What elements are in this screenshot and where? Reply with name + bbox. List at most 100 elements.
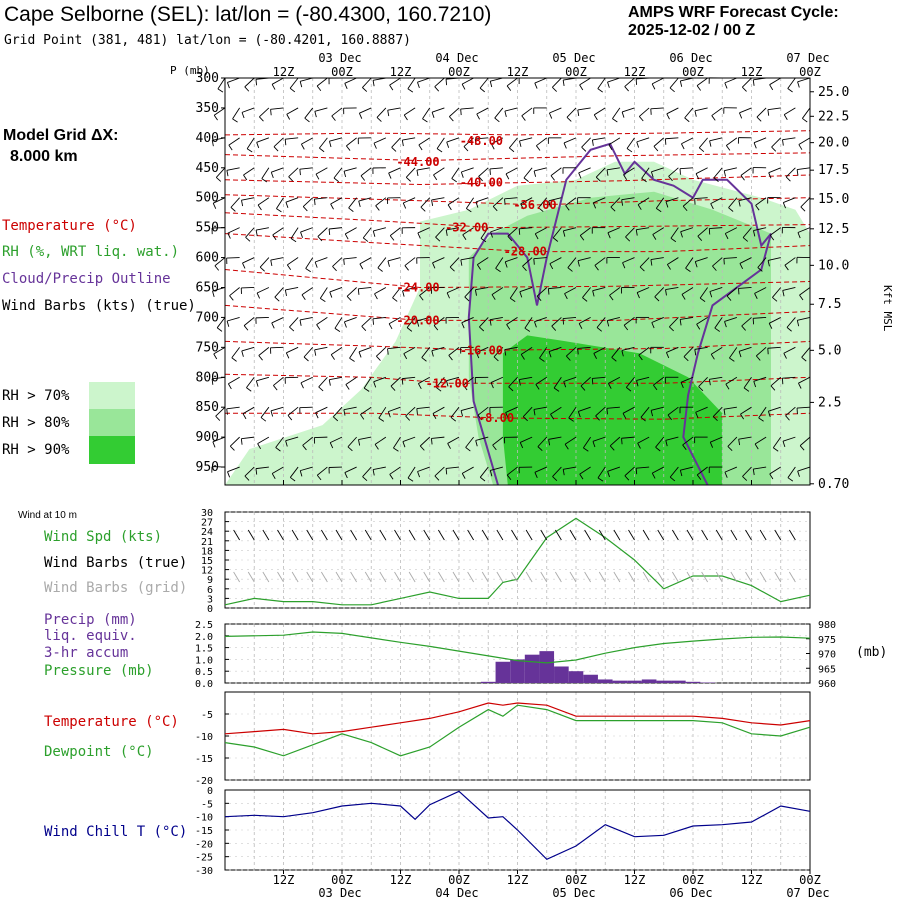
wind-barb-feather: [489, 81, 493, 88]
wind-barb: [683, 347, 694, 362]
pressure-tick-label: 400: [196, 131, 219, 146]
wind-barb-feather: [330, 354, 335, 360]
wind-barb-feather: [655, 446, 661, 452]
wind-barb: [507, 227, 518, 242]
wind-barb: [436, 137, 445, 153]
wind-barb: [752, 167, 767, 174]
wind-barb-staff: [612, 107, 621, 119]
wind-barb: [474, 137, 489, 146]
wind-barb-staff: [343, 167, 357, 172]
wind-barb-staff: [521, 107, 533, 117]
wind-barb-feather: [358, 351, 362, 358]
wind-barb-staff: [652, 466, 664, 474]
wind-barb-staff: [272, 466, 284, 474]
time-tick-bottom: 12Z: [507, 873, 529, 887]
wind-barb: [460, 107, 474, 116]
wind-barb-feather: [548, 200, 551, 207]
wind-barb-feather: [434, 475, 440, 481]
windchill-tick-label: -20: [195, 839, 213, 850]
wind-barb: [714, 317, 723, 332]
wind-barb-feather: [739, 112, 743, 119]
wind-barb-feather: [315, 412, 319, 419]
rh70-label: RH > 70%: [2, 388, 70, 404]
wind10-grid-barb: [554, 571, 562, 583]
wind-barb-feather: [256, 292, 261, 299]
time-tick-bottom: 00Z: [448, 873, 470, 887]
wind-barb-staff: [242, 406, 255, 415]
wind-barb-staff: [609, 287, 621, 296]
wind10-grid-barb: [291, 571, 299, 583]
wind-barb-staff: [709, 227, 723, 229]
wind-barb: [636, 137, 650, 148]
wind-barb-staff: [451, 167, 460, 179]
wind-barb: [579, 77, 591, 91]
wind-barb: [390, 376, 401, 391]
wind-barb: [607, 376, 621, 389]
wind-barb-staff: [520, 197, 533, 205]
wind-barb-feather: [665, 201, 669, 208]
wind-barb: [723, 257, 737, 265]
wind-barb: [698, 137, 708, 153]
wind10-barb: [394, 529, 401, 541]
wind-barb: [518, 466, 533, 474]
wind-barb: [548, 107, 562, 119]
height-tick-label: 0.70: [818, 477, 849, 492]
wind-barb: [679, 406, 693, 414]
wind-barb: [329, 287, 343, 298]
wind-barb: [591, 137, 606, 146]
wind-barb: [288, 167, 299, 182]
wind-barbs-true-label: Wind Barbs (true): [44, 555, 188, 571]
wind-barb-feather: [741, 325, 746, 331]
wind-barb: [753, 227, 767, 237]
wind-barb: [447, 436, 460, 449]
wind-barb: [318, 376, 328, 392]
wind-barb-feather: [260, 417, 267, 422]
wind-barb-staff: [302, 197, 314, 207]
height-tick-label: 10.0: [818, 258, 849, 273]
wind-barb: [489, 466, 503, 477]
pressure-tick-label: 550: [196, 221, 219, 236]
wind-barb: [550, 167, 562, 181]
wind-barb: [623, 167, 635, 180]
wind-barb-staff: [363, 377, 372, 389]
isotherm-line: [224, 304, 811, 321]
wind-barb-feather: [344, 83, 348, 89]
wind-barb-feather: [285, 440, 288, 447]
wind10-grid-barb: [262, 571, 270, 583]
wind-barb-feather: [564, 293, 568, 300]
wind-barb: [255, 376, 269, 387]
wind-barb-staff: [360, 167, 372, 177]
wind-barb-staff: [609, 436, 621, 447]
wind-barb: [635, 227, 650, 236]
wind-barb-feather: [417, 383, 422, 390]
wind-barb: [389, 466, 401, 480]
wind-barb: [508, 137, 518, 153]
wind-barb-staff: [504, 107, 518, 112]
precip-tick-label: 1.5: [195, 644, 213, 655]
wind-barb-staff: [738, 197, 752, 202]
wind10-grid-barb: [394, 571, 401, 583]
wind-barb-feather: [445, 468, 448, 475]
wind-barb-feather: [328, 379, 331, 386]
wind-barb-feather: [363, 387, 370, 392]
wind-barb-staff: [491, 287, 504, 295]
wind-barb: [215, 167, 226, 182]
wind-barb-staff: [419, 436, 431, 447]
wind-barb-feather: [259, 266, 265, 272]
rh80-label: RH > 80%: [2, 415, 70, 431]
wind-barb: [696, 317, 708, 330]
wind-barb: [230, 197, 240, 212]
wind-barb-staff: [668, 167, 679, 177]
wind-barb-staff: [402, 287, 416, 292]
wind-barb-staff: [534, 466, 547, 473]
wind-barb: [226, 406, 240, 415]
wind-barb: [694, 257, 708, 268]
wind-barb-staff: [462, 227, 474, 236]
wind-barb: [639, 257, 650, 272]
wind-barb-staff: [697, 227, 708, 237]
wind-barb: [665, 436, 679, 447]
wind-barb-feather: [680, 382, 684, 389]
wind-barb: [387, 406, 401, 418]
wind-barb-staff: [593, 107, 606, 116]
wind-barb: [504, 257, 518, 268]
